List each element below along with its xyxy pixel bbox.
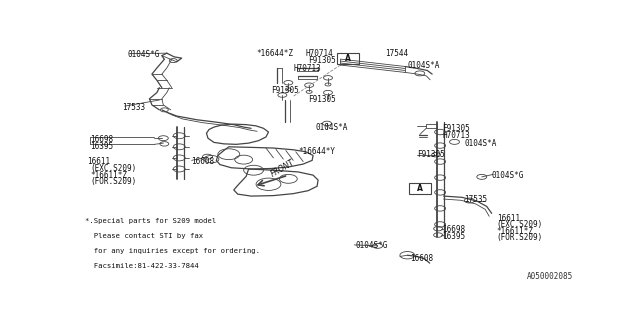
Text: F91305: F91305 [308, 95, 336, 105]
Text: 0104S*A: 0104S*A [316, 123, 348, 132]
Text: (FOR.S209): (FOR.S209) [90, 177, 136, 186]
Text: 16395: 16395 [90, 142, 113, 151]
Bar [426, 124, 437, 128]
Bar [337, 53, 359, 64]
Text: *.Special parts for S209 model: *.Special parts for S209 model [85, 218, 216, 224]
Text: 16608: 16608 [191, 157, 215, 166]
Text: A: A [345, 54, 351, 63]
Text: 17544: 17544 [385, 49, 408, 58]
Text: F91305: F91305 [417, 150, 445, 159]
Text: (EXC.S209): (EXC.S209) [90, 164, 136, 173]
Text: 16698: 16698 [442, 225, 465, 234]
Text: 16698: 16698 [90, 135, 113, 144]
Text: H70714: H70714 [306, 49, 333, 58]
Text: for any inquiries except for ordering.: for any inquiries except for ordering. [85, 248, 260, 254]
Text: A050002085: A050002085 [527, 272, 573, 281]
Text: 16395: 16395 [442, 231, 465, 241]
Text: (FOR.S209): (FOR.S209) [497, 233, 543, 242]
Text: H70713: H70713 [293, 64, 321, 73]
Text: 0104S*G: 0104S*G [127, 50, 159, 59]
Text: A: A [417, 184, 422, 193]
Text: Please contact STI by fax: Please contact STI by fax [85, 233, 203, 239]
Text: *16611*Z: *16611*Z [90, 171, 127, 180]
Text: 0104S*G: 0104S*G [355, 241, 388, 250]
Text: F91305: F91305 [308, 56, 336, 65]
Text: 17535: 17535 [465, 195, 488, 204]
Text: F91305: F91305 [442, 124, 470, 133]
Text: *16611*Z: *16611*Z [497, 227, 534, 236]
Text: F91305: F91305 [271, 86, 299, 95]
Text: 0104S*G: 0104S*G [492, 171, 524, 180]
Text: FRONT: FRONT [269, 157, 296, 178]
Text: 0104S*A: 0104S*A [465, 139, 497, 148]
Text: 16608: 16608 [410, 254, 433, 263]
Text: 16611: 16611 [88, 157, 111, 166]
Text: *16644*Z: *16644*Z [256, 49, 293, 58]
Text: *16644*Y: *16644*Y [298, 147, 335, 156]
Text: H70713: H70713 [442, 131, 470, 140]
Text: 16611: 16611 [497, 214, 520, 223]
Text: Facsimile:81-422-33-7844: Facsimile:81-422-33-7844 [85, 263, 198, 268]
Text: (EXC.S209): (EXC.S209) [497, 220, 543, 229]
Bar [409, 183, 431, 194]
Text: 17533: 17533 [122, 103, 145, 112]
Text: 0104S*A: 0104S*A [408, 61, 440, 70]
